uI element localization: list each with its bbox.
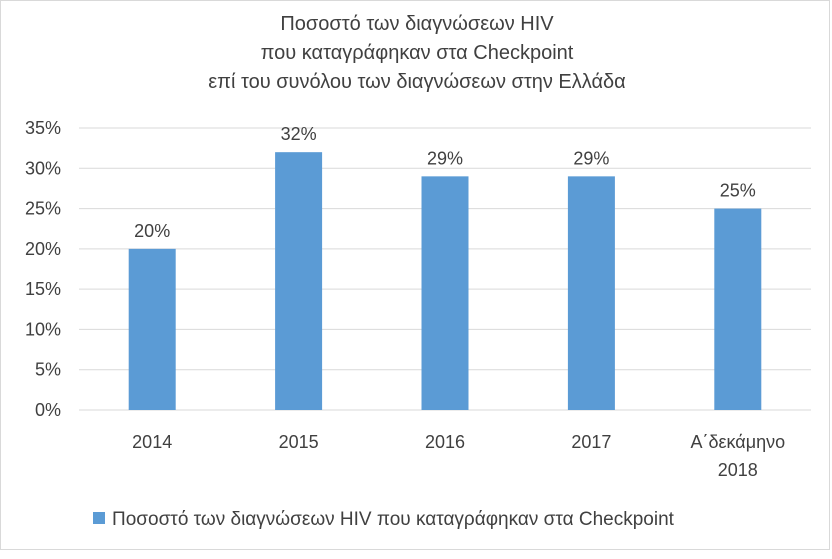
legend: Ποσοστό των διαγνώσεων HIV που καταγράφη… bbox=[93, 509, 675, 530]
data-label: 32% bbox=[281, 124, 317, 144]
data-label: 20% bbox=[134, 221, 170, 241]
chart-title-line: που καταγράφηκαν στα Checkpoint bbox=[261, 42, 574, 64]
y-tick-label: 5% bbox=[35, 360, 61, 380]
chart-title-line: Ποσοστό των διαγνώσεων HIV bbox=[280, 13, 554, 35]
y-tick-label: 20% bbox=[25, 239, 61, 259]
x-tick-label: Α΄δεκάμηνο bbox=[690, 432, 785, 452]
x-tick-label: 2014 bbox=[132, 432, 172, 452]
data-label: 29% bbox=[573, 148, 609, 168]
bar bbox=[421, 176, 469, 410]
bar bbox=[567, 176, 615, 410]
x-tick-label: 2015 bbox=[279, 432, 319, 452]
y-tick-label: 25% bbox=[25, 199, 61, 219]
chart-title-line: επί του συνόλου των διαγνώσεων στην Ελλά… bbox=[208, 71, 625, 93]
legend-swatch bbox=[93, 512, 105, 524]
x-tick-label: 2018 bbox=[718, 460, 758, 480]
y-tick-label: 35% bbox=[25, 118, 61, 138]
y-tick-label: 15% bbox=[25, 279, 61, 299]
x-tick-label: 2016 bbox=[425, 432, 465, 452]
data-label: 29% bbox=[427, 148, 463, 168]
y-tick-label: 0% bbox=[35, 400, 61, 420]
y-tick-label: 10% bbox=[25, 319, 61, 339]
bar bbox=[714, 208, 762, 410]
x-axis-ticks: 2014 2015 2016 2017 Α΄δεκάμηνο 2018 bbox=[132, 432, 785, 480]
y-tick-label: 30% bbox=[25, 158, 61, 178]
chart-title: Ποσοστό των διαγνώσεων HIV που καταγράφηκ… bbox=[208, 13, 625, 93]
legend-label: Ποσοστό των διαγνώσεων HIV που καταγράφη… bbox=[112, 509, 675, 530]
data-label: 25% bbox=[720, 181, 756, 201]
data-labels: 20% 32% 29% 29% 25% bbox=[134, 124, 756, 241]
bars bbox=[128, 152, 762, 410]
x-tick-label: 2017 bbox=[571, 432, 611, 452]
bar bbox=[128, 248, 176, 410]
y-axis-ticks: 0% 5% 10% 15% 20% 25% 30% 35% bbox=[25, 118, 61, 420]
bar bbox=[275, 152, 323, 410]
